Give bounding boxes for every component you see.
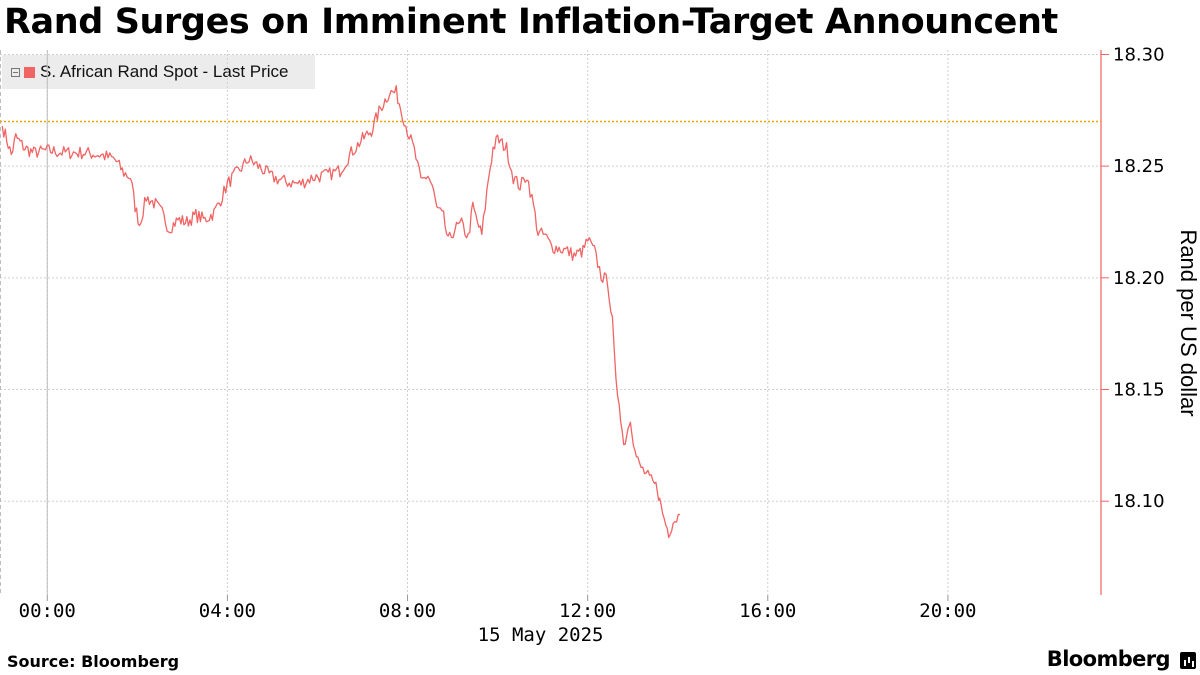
x-date-label: 15 May 2025 — [478, 624, 604, 646]
y-tick-label: 18.10 — [1113, 491, 1165, 512]
collapse-box-icon[interactable] — [11, 67, 20, 77]
x-tick-label: 04:00 — [199, 600, 256, 622]
y-tick-label: 18.25 — [1113, 156, 1165, 177]
y-tick-label: 18.15 — [1113, 380, 1165, 401]
source-note: Source: Bloomberg — [7, 652, 180, 671]
x-tick-label: 08:00 — [379, 600, 436, 622]
legend-label: S. African Rand Spot - Last Price — [40, 62, 289, 81]
bloomberg-logo: Bloomberg — [1046, 647, 1171, 671]
legend-swatch — [24, 66, 35, 78]
chart-title: Rand Surges on Imminent Inflation-Target… — [4, 2, 1058, 42]
bloomberg-terminal-icon — [1180, 652, 1196, 669]
x-tick-label: 12:00 — [559, 600, 616, 622]
series-line — [1, 85, 681, 539]
legend: S. African Rand Spot - Last Price — [2, 55, 315, 89]
y-axis-label: Rand per US dollar — [1176, 229, 1200, 417]
x-tick-label: 00:00 — [19, 600, 76, 622]
y-tick-label: 18.20 — [1113, 268, 1165, 289]
x-tick-label: 16:00 — [739, 600, 796, 622]
y-tick-label: 18.30 — [1113, 44, 1165, 65]
x-tick-label: 20:00 — [919, 600, 976, 622]
